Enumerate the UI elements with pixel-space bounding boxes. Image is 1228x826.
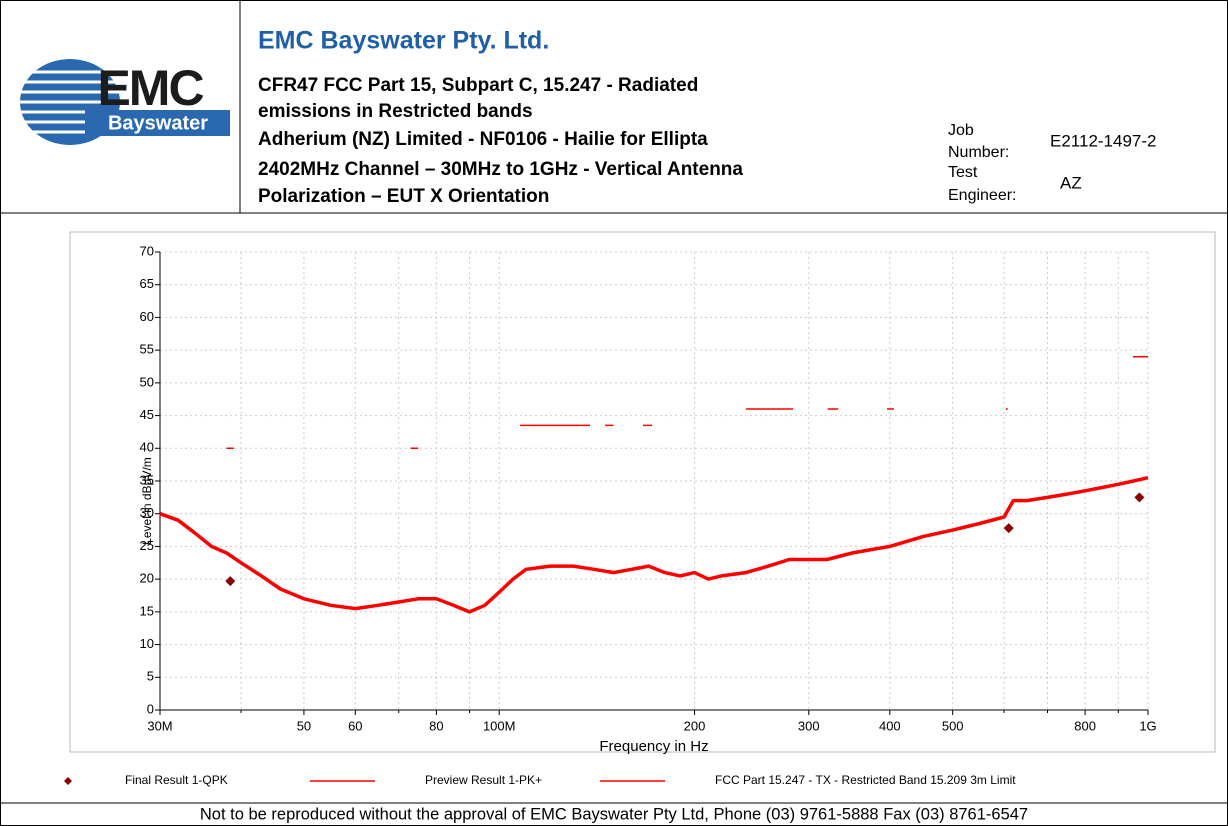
qpk-point xyxy=(225,576,236,587)
y-tick-label: 15 xyxy=(140,603,154,618)
x-tick-label: 50 xyxy=(297,718,311,733)
company-name: EMC Bayswater Pty. Ltd. xyxy=(258,27,549,55)
y-tick-label: 70 xyxy=(140,243,154,258)
job-number: E2112-1497-2 xyxy=(1050,131,1157,150)
y-tick-label: 60 xyxy=(140,309,154,324)
subtitle-line: 2402MHz Channel – 30MHz to 1GHz - Vertic… xyxy=(258,159,743,180)
job-number-label: Number: xyxy=(948,144,1009,161)
subtitle-line: Polarization – EUT X Orientation xyxy=(258,186,549,207)
subtitle-line: CFR47 FCC Part 15, Subpart C, 15.247 - R… xyxy=(258,75,698,96)
plot: 0 5 10 15 20 25 30 35 40 45 50 55 60 65 70 30M 50 60 80 100… xyxy=(64,243,1157,787)
y-axis-label: Level in dBµV/m xyxy=(140,457,154,545)
subtitle-line: emissions in Restricted bands xyxy=(258,101,533,122)
footer-text: Not to be reproduced without the approva… xyxy=(200,805,1028,823)
y-tick-label: 10 xyxy=(140,636,154,651)
x-tick-label: 60 xyxy=(348,718,362,733)
test-engineer-label: Test xyxy=(948,164,978,181)
y-tick-label: 20 xyxy=(140,571,154,586)
x-tick-label: 800 xyxy=(1074,718,1096,733)
qpk-point xyxy=(1003,523,1014,534)
legend-marker xyxy=(64,777,72,785)
logo-band xyxy=(85,110,230,136)
job-number-label: Job xyxy=(948,122,974,139)
y-tick-label: 55 xyxy=(140,342,154,357)
y-tick-label: 0 xyxy=(147,701,154,716)
x-tick-label: 500 xyxy=(942,718,964,733)
x-tick-label: 30M xyxy=(147,718,172,733)
legend-label: FCC Part 15.247 - TX - Restricted Band 1… xyxy=(715,773,1016,787)
test-engineer-label: Engineer: xyxy=(948,187,1017,204)
x-tick-label: 300 xyxy=(798,718,820,733)
plot-frame xyxy=(69,231,1216,753)
legend-label: Final Result 1-QPK xyxy=(125,773,228,787)
x-axis-label: Frequency in Hz xyxy=(599,738,708,755)
y-tick-label: 50 xyxy=(140,374,154,389)
logo-subtext: Bayswater xyxy=(108,112,208,134)
x-tick-label: 400 xyxy=(879,718,901,733)
qpk-point xyxy=(1134,492,1145,503)
x-tick-label: 80 xyxy=(429,718,443,733)
limit-line xyxy=(226,355,1148,450)
preview-line xyxy=(159,475,1149,614)
y-tick-label: 25 xyxy=(140,538,154,553)
y-tick-label: 40 xyxy=(140,440,154,455)
x-tick-label: 200 xyxy=(684,718,706,733)
y-tick-label: 35 xyxy=(140,472,154,487)
subtitle-line: Adherium (NZ) Limited - NF0106 - Hailie … xyxy=(258,129,708,150)
x-tick-label: 1G xyxy=(1139,718,1156,733)
test-engineer: AZ xyxy=(1060,173,1082,192)
logo-text: EMC xyxy=(97,60,203,116)
y-tick-label: 30 xyxy=(140,505,154,520)
y-tick-label: 65 xyxy=(140,276,154,291)
y-tick-label: 5 xyxy=(147,669,154,684)
x-tick-label: 100M xyxy=(483,718,516,733)
y-tick-label: 45 xyxy=(140,407,154,422)
logo: EMC Bayswater xyxy=(18,59,230,145)
legend-label: Preview Result 1-PK+ xyxy=(425,773,542,787)
